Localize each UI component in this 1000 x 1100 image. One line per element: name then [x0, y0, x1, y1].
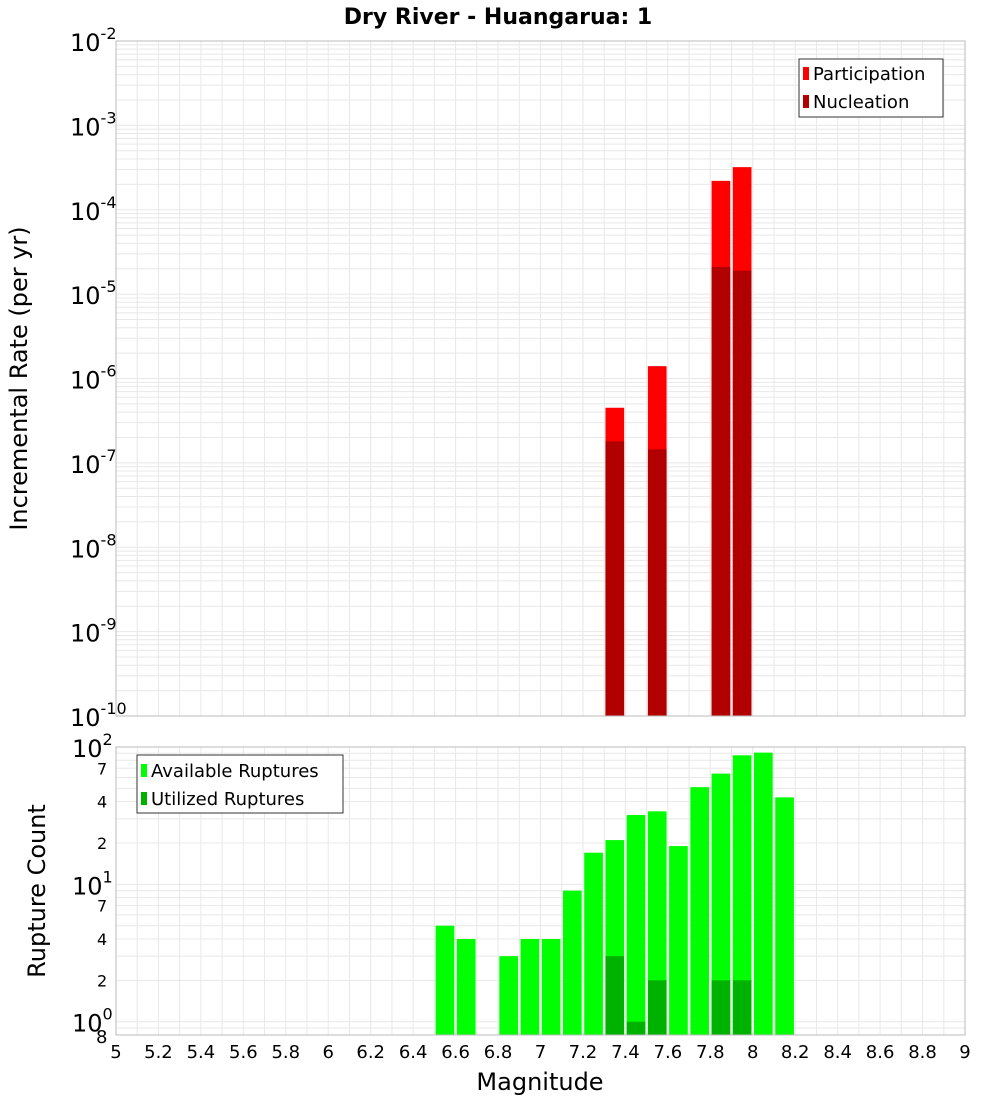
count-b-bar-7.35 [605, 956, 625, 1035]
count-a-bar-7.85 [711, 773, 731, 1035]
count-y-minor-tick-label: 7 [97, 897, 107, 916]
rate-panel: 10-10 10-9 10-8 10-7 10-6 10-5 10-4 10-3 10-2 In… [5, 24, 966, 732]
count-y-major-tick-label: 102 [72, 730, 113, 763]
x-tick-label: 5.8 [271, 1042, 300, 1063]
count-b-bar-7.45 [626, 1021, 646, 1035]
count-y-minor-tick-label: 2 [97, 834, 107, 853]
x-tick-label: 8 [747, 1042, 758, 1063]
rate-bars [605, 167, 752, 716]
legend-swatch-utilized [141, 792, 147, 805]
rate-y-tick-label: 10-3 [70, 108, 117, 141]
x-tick-label: 7.6 [654, 1042, 683, 1063]
rate-b-bar-7.35 [605, 441, 625, 716]
count-y-axis-label: Rupture Count [23, 804, 51, 978]
rate-y-tick-label: 10-10 [70, 699, 127, 732]
count-a-bar-6.95 [520, 939, 540, 1035]
x-tick-label: 6.8 [484, 1042, 513, 1063]
count-a-bar-7.05 [541, 939, 561, 1035]
rate-plot-frame [115, 40, 966, 717]
legend-label-nucleation: Nucleation [813, 92, 909, 113]
rate-legend-box [798, 58, 944, 118]
count-b-bar-7.95 [732, 980, 752, 1035]
x-tick-label: 5.6 [229, 1042, 258, 1063]
x-tick-label: 7.4 [611, 1042, 640, 1063]
rate-y-tick-label: 10-5 [70, 277, 117, 310]
rate-y-tick-label: 10-7 [70, 446, 117, 479]
x-tick-label: 6.2 [356, 1042, 385, 1063]
magnitude-x-ticks: 5 5.2 5.4 5.6 5.8 6 6.2 6.4 6.6 6.8 7 7.2 7.4 7.6 7.8 8… [110, 1042, 970, 1063]
count-a-bar-7.65 [669, 846, 688, 1035]
rate-b-bar-7.95 [732, 270, 752, 716]
x-tick-label: 5.2 [144, 1042, 173, 1063]
rate-b-bar-7.55 [647, 449, 667, 716]
chart-title: Dry River - Huangarua: 1 [344, 5, 652, 30]
x-axis-label: Magnitude [476, 1068, 603, 1096]
count-a-bar-8.05 [754, 752, 773, 1035]
count-a-bar-7.15 [562, 890, 582, 1035]
count-y-major-tick-label: 100 [72, 1005, 113, 1038]
rate-y-tick-label: 10-2 [70, 24, 117, 57]
count-y-minor-tick-label: 7 [97, 759, 107, 778]
x-tick-label: 8.2 [781, 1042, 810, 1063]
count-b-bar-7.85 [711, 980, 731, 1035]
count-legend-box [136, 754, 344, 814]
rate-y-tick-label: 10-4 [70, 193, 117, 226]
x-tick-label: 8.4 [823, 1042, 852, 1063]
count-y-major-tick-label: 101 [72, 867, 113, 900]
count-y-minor-tick-label: 4 [97, 930, 107, 949]
rate-grid [115, 40, 966, 717]
legend-label-available: Available Ruptures [151, 761, 319, 782]
count-a-bar-6.85 [499, 956, 519, 1035]
count-a-bar-7.95 [732, 755, 752, 1035]
count-a-bar-7.25 [584, 852, 603, 1035]
x-tick-label: 8.6 [866, 1042, 895, 1063]
rate-y-tick-label: 10-9 [70, 615, 117, 648]
x-tick-label: 5.4 [187, 1042, 216, 1063]
rate-b-bar-7.85 [711, 266, 731, 716]
legend-label-participation: Participation [813, 64, 925, 85]
x-tick-label: 6.4 [399, 1042, 428, 1063]
count-panel: 100 101 102 8 2 4 7 2 4 7 Rupture Count Available… [23, 730, 971, 1096]
x-tick-label: 8.8 [908, 1042, 937, 1063]
count-bars [435, 752, 794, 1035]
legend-swatch-nucleation [803, 95, 809, 108]
x-tick-label: 9 [959, 1042, 970, 1063]
rate-y-ticks: 10-10 10-9 10-8 10-7 10-6 10-5 10-4 10-3 10-2 [70, 24, 127, 732]
rate-y-axis-label: Incremental Rate (per yr) [5, 226, 33, 530]
legend-label-utilized: Utilized Ruptures [151, 789, 304, 810]
count-y-minor-tick-label: 2 [97, 971, 107, 990]
count-y-minor-tick-label: 8 [96, 1027, 107, 1048]
count-legend: Available Ruptures Utilized Ruptures [136, 754, 344, 814]
count-a-bar-6.65 [456, 939, 476, 1035]
count-a-bar-8.15 [775, 797, 794, 1035]
count-a-bar-6.55 [435, 925, 455, 1035]
x-tick-label: 7 [535, 1042, 546, 1063]
count-a-bar-7.55 [647, 811, 667, 1035]
count-plot-frame [115, 746, 966, 1036]
rate-y-tick-label: 10-8 [70, 530, 117, 563]
x-tick-label: 6.6 [441, 1042, 470, 1063]
count-y-minor-tick-label: 4 [97, 793, 107, 812]
rate-legend: Participation Nucleation [798, 58, 944, 118]
count-y-ticks: 100 101 102 8 2 4 7 2 4 7 [72, 730, 113, 1048]
rate-y-tick-label: 10-6 [70, 362, 117, 395]
x-tick-label: 7.2 [569, 1042, 598, 1063]
x-tick-label: 5 [110, 1042, 121, 1063]
count-b-bar-7.55 [647, 980, 667, 1035]
legend-swatch-participation [803, 67, 809, 80]
x-tick-label: 6 [323, 1042, 334, 1063]
count-a-bar-7.45 [626, 814, 646, 1035]
count-a-bar-7.75 [690, 787, 710, 1035]
x-tick-label: 7.8 [696, 1042, 725, 1063]
legend-swatch-available [141, 764, 147, 777]
